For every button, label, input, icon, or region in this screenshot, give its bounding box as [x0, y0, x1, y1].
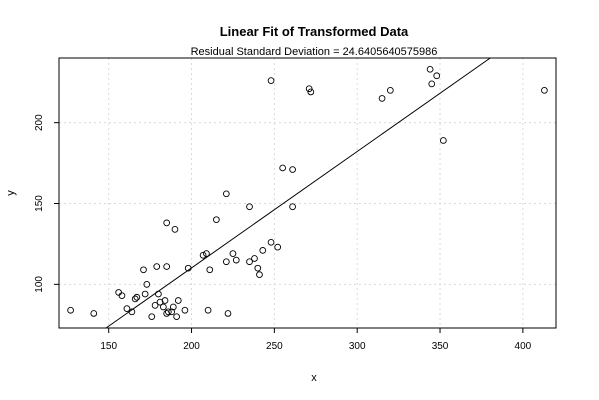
- data-point: [151, 302, 159, 309]
- data-point: [246, 258, 253, 266]
- data-point: [161, 297, 169, 304]
- y-tick-label: 200: [34, 114, 45, 131]
- x-tick-label: 250: [266, 341, 283, 352]
- data-point: [206, 266, 214, 274]
- fit-line-layer: [105, 57, 491, 329]
- axis-ticks: 150 200 250 300 350 400 100 150 200: [34, 114, 532, 352]
- data-point: [259, 247, 267, 254]
- data-point: [439, 137, 447, 144]
- data-point: [143, 280, 151, 288]
- data-point: [160, 303, 167, 311]
- data-point: [428, 80, 436, 88]
- data-point: [168, 308, 176, 316]
- data-point: [229, 250, 237, 257]
- data-point: [153, 263, 161, 270]
- data-point: [199, 251, 207, 259]
- plot-frame: [58, 57, 557, 329]
- data-point: [224, 310, 232, 317]
- data-point: [184, 264, 192, 272]
- data-point: [267, 238, 275, 246]
- data-point: [67, 306, 74, 314]
- data-point: [256, 271, 263, 278]
- data-point: [133, 293, 141, 301]
- y-tick-label: 100: [34, 276, 45, 293]
- data-point: [171, 226, 179, 233]
- x-tick-label: 150: [100, 341, 117, 352]
- data-point: [164, 308, 172, 316]
- data-point: [141, 290, 149, 298]
- data-point: [173, 313, 180, 321]
- data-point: [378, 95, 386, 102]
- data-point: [289, 203, 296, 211]
- data-point: [433, 72, 441, 80]
- data-point: [251, 255, 258, 262]
- data-point: [131, 295, 139, 303]
- data-point: [174, 297, 182, 304]
- data-point: [279, 164, 287, 172]
- x-axis-label: x: [311, 372, 317, 384]
- x-tick-label: 300: [349, 341, 366, 352]
- data-point: [148, 313, 156, 321]
- data-point: [169, 303, 177, 311]
- data-point: [386, 86, 394, 94]
- y-axis-label: y: [5, 190, 17, 196]
- y-tick-label: 150: [34, 195, 45, 212]
- data-point: [181, 306, 189, 314]
- data-point: [140, 266, 147, 274]
- data-point: [155, 290, 162, 298]
- data-point: [246, 203, 253, 211]
- data-point: [90, 310, 98, 317]
- x-tick-label: 350: [432, 341, 449, 352]
- grid-lines: [59, 58, 556, 328]
- x-tick-label: 400: [515, 341, 532, 352]
- data-point: [204, 306, 212, 314]
- x-tick-label: 200: [183, 341, 200, 352]
- fit-line: [105, 57, 491, 329]
- data-point: [222, 190, 230, 198]
- chart-title: Linear Fit of Transformed Data: [220, 24, 409, 39]
- data-point: [541, 86, 548, 94]
- data-point: [274, 243, 282, 251]
- data-point: [163, 263, 171, 270]
- data-point: [115, 289, 122, 296]
- data-point: [128, 308, 136, 316]
- data-point: [305, 85, 313, 93]
- data-point: [289, 166, 296, 173]
- chart-subtitle: Residual Standard Deviation = 24.6405640…: [191, 46, 438, 58]
- data-point: [254, 264, 262, 272]
- data-point: [307, 88, 315, 96]
- data-point: [163, 219, 171, 227]
- data-point: [118, 292, 126, 300]
- data-point: [267, 77, 275, 84]
- data-points: [67, 65, 548, 321]
- data-point: [123, 305, 131, 312]
- data-point: [232, 256, 240, 264]
- data-point: [213, 216, 220, 224]
- data-point: [203, 250, 210, 257]
- data-point: [426, 65, 434, 73]
- data-point: [222, 258, 230, 266]
